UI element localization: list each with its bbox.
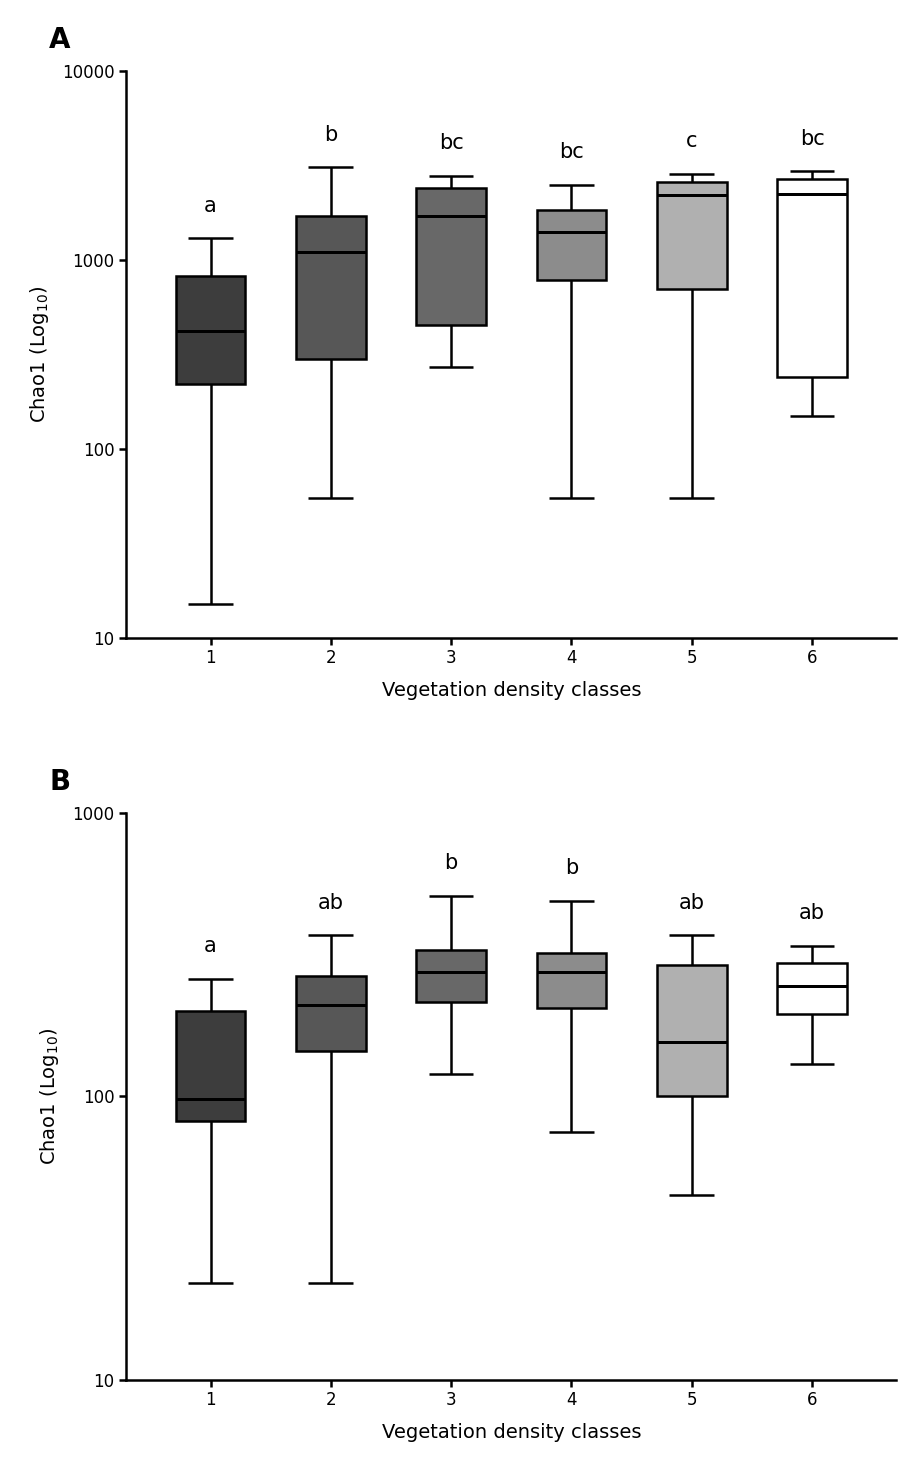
Bar bbox=[537, 953, 606, 1008]
Text: b: b bbox=[565, 858, 578, 878]
Text: b: b bbox=[324, 125, 337, 144]
Bar bbox=[296, 976, 366, 1051]
Bar bbox=[296, 216, 366, 359]
Bar bbox=[416, 188, 486, 325]
Text: ab: ab bbox=[679, 892, 705, 913]
Text: a: a bbox=[204, 936, 217, 956]
Text: b: b bbox=[444, 853, 457, 873]
Text: bc: bc bbox=[439, 132, 464, 153]
Bar bbox=[176, 276, 246, 384]
Y-axis label: Chao1 (Log$_{10}$): Chao1 (Log$_{10}$) bbox=[28, 285, 51, 423]
Bar bbox=[777, 963, 847, 1014]
X-axis label: Vegetation density classes: Vegetation density classes bbox=[382, 681, 641, 700]
Text: ab: ab bbox=[318, 892, 344, 913]
Text: B: B bbox=[49, 769, 70, 797]
Y-axis label: Chao1 (Log$_{10}$): Chao1 (Log$_{10}$) bbox=[38, 1028, 61, 1166]
Text: bc: bc bbox=[799, 129, 824, 148]
Bar bbox=[537, 210, 606, 281]
Text: ab: ab bbox=[799, 903, 825, 923]
Bar bbox=[176, 1011, 246, 1120]
Text: A: A bbox=[49, 26, 71, 54]
Bar bbox=[657, 966, 726, 1097]
Text: c: c bbox=[686, 131, 698, 151]
Bar bbox=[657, 182, 726, 290]
Bar bbox=[416, 950, 486, 1003]
Bar bbox=[777, 178, 847, 376]
Text: bc: bc bbox=[559, 143, 584, 162]
Text: a: a bbox=[204, 196, 217, 216]
X-axis label: Vegetation density classes: Vegetation density classes bbox=[382, 1423, 641, 1442]
